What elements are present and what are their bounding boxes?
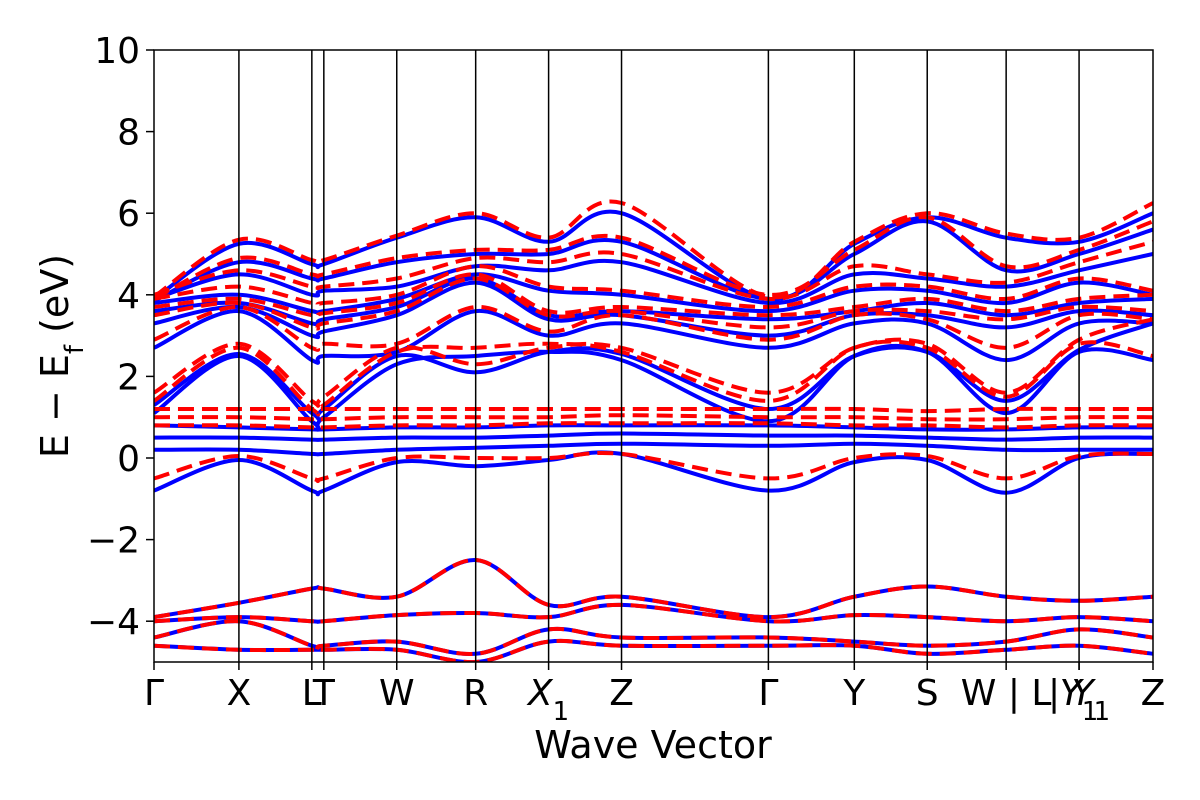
dashed-band-8	[154, 272, 1153, 319]
y-tick-label: −4	[87, 602, 140, 643]
y-axis-label-main: E − E	[33, 354, 77, 458]
x-tick-label-11: W | L	[961, 673, 1052, 714]
y-tick-label: 10	[94, 31, 140, 72]
y-axis-label: E − Ef (eV)	[33, 254, 90, 458]
y-axis-label-tail: (eV)	[33, 254, 77, 345]
x-axis-ticks: Γ X LT W R X1 Z Γ Y S W | L Y1| Y1 Z	[144, 662, 1165, 727]
y-tick-label: 4	[117, 276, 140, 317]
x-tick-label-1: X	[227, 673, 252, 714]
solid-band-10	[154, 252, 1153, 306]
dashed-band-16	[154, 638, 1153, 662]
dashed-band-7	[154, 276, 1153, 331]
x-tick-label-12: Y1	[1060, 673, 1099, 727]
dashed-band-1	[154, 421, 1153, 430]
x-tick-label-6: X1	[526, 673, 569, 727]
dashed-band-2	[154, 413, 1153, 422]
solid-band-3	[154, 423, 1153, 432]
y-axis-label-sub: f	[60, 344, 90, 354]
solid-band-7	[154, 280, 1153, 340]
x-tick-label-9: Y	[842, 673, 866, 714]
x-tick-label-13: | Y1	[1048, 673, 1110, 727]
y-tick-label: 2	[117, 357, 140, 398]
dashed-band-11	[154, 215, 1153, 301]
solid-band-6	[154, 309, 1153, 365]
dashed-band-0	[154, 450, 1153, 484]
solid-band-11	[154, 219, 1153, 303]
dashed-band-10	[154, 239, 1153, 301]
x-tick-label-0: Γ	[144, 673, 164, 714]
dashed-band-6	[154, 304, 1153, 352]
y-tick-label: 0	[117, 439, 140, 480]
dashed-band-14	[154, 602, 1153, 624]
dashed-band-9	[154, 264, 1153, 310]
solid-band-5	[154, 321, 1153, 421]
x-tick-label-2: L	[302, 673, 322, 714]
x-tick-label-3: T	[312, 673, 336, 714]
x-tick-label-4: W	[379, 673, 415, 714]
y-tick-label: 6	[117, 194, 140, 235]
x-tick-label-8: Γ	[758, 673, 778, 714]
dashed-band-12	[154, 199, 1153, 300]
plot-frame	[153, 49, 1154, 663]
band-lines	[154, 199, 1153, 662]
y-axis-ticks: −4 −2 0 2 4 6 8 10	[87, 31, 154, 643]
x-tick-label-5: R	[463, 673, 488, 714]
kpoint-separators	[238, 50, 1080, 662]
solid-band-2	[154, 431, 1153, 442]
solid-band-9	[154, 272, 1153, 315]
y-tick-label: 8	[117, 113, 140, 154]
dashed-band-3	[154, 406, 1153, 414]
x-axis-label: Wave Vector	[534, 723, 772, 767]
dashed-band-15	[154, 619, 1153, 657]
x-tick-label-7: Z	[609, 673, 634, 714]
x-tick-label-10: S	[916, 673, 939, 714]
x-tick-label-14: Z	[1141, 673, 1166, 714]
solid-band-1	[154, 441, 1153, 457]
y-tick-label: −2	[87, 521, 140, 562]
dashed-band-13	[154, 557, 1153, 620]
